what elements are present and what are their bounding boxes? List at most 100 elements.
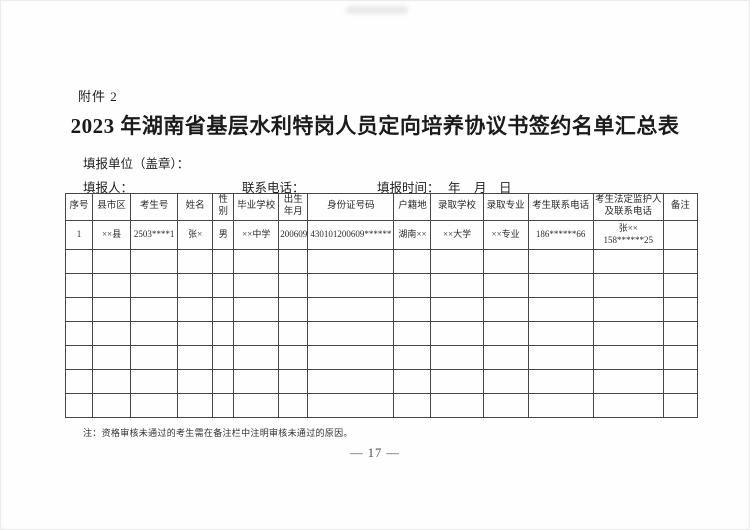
table-cell — [527, 297, 594, 322]
table-cell — [64, 249, 94, 274]
header-cell: 性别 — [212, 193, 235, 221]
table-cell — [177, 321, 214, 346]
table-cell — [430, 345, 484, 370]
empty-row — [64, 273, 699, 298]
table-cell — [307, 249, 395, 274]
table-cell — [233, 249, 280, 274]
table-cell — [233, 273, 280, 298]
table-cell: 张×× 158******25 — [592, 220, 664, 250]
table-cell — [527, 273, 594, 298]
table-cell — [482, 321, 529, 346]
table-cell — [177, 369, 214, 394]
table-cell — [64, 321, 94, 346]
empty-row — [64, 321, 699, 346]
table-cell — [64, 345, 94, 370]
empty-row — [64, 393, 699, 418]
table-cell — [177, 273, 214, 298]
table-cell — [233, 321, 280, 346]
table-cell — [278, 249, 309, 274]
table-cell — [592, 393, 664, 418]
table-cell — [212, 297, 235, 322]
table-cell — [527, 345, 594, 370]
table-cell — [592, 297, 664, 322]
table-cell — [307, 345, 395, 370]
table-cell — [662, 220, 699, 250]
table-cell: 200609 — [278, 220, 309, 250]
table-cell — [662, 345, 699, 370]
table-cell — [130, 369, 179, 394]
scan-bleed-artifact — [346, 6, 408, 14]
table-cell — [307, 393, 395, 418]
fill-unit-label: 填报单位（盖章）： — [83, 157, 190, 171]
table-cell: 2503****1 — [130, 220, 179, 250]
table-cell — [592, 249, 664, 274]
table-cell — [482, 369, 529, 394]
table-cell — [592, 369, 664, 394]
table-cell — [430, 249, 484, 274]
contact-phone-label: 联系电话： — [242, 181, 305, 195]
table-cell — [212, 249, 235, 274]
table-cell — [92, 321, 132, 346]
table-cell — [482, 273, 529, 298]
table-cell — [130, 321, 179, 346]
table-cell — [592, 273, 664, 298]
table-cell — [278, 273, 309, 298]
fill-time-label: 填报时间： — [377, 181, 440, 195]
table-cell — [393, 369, 432, 394]
table-cell — [527, 369, 594, 394]
header-cell: 考生联系电话 — [527, 193, 594, 221]
table-cell — [527, 393, 594, 418]
table-cell — [662, 393, 699, 418]
table-cell — [130, 297, 179, 322]
document-title: 2023 年湖南省基层水利特岗人员定向培养协议书签约名单汇总表 — [70, 114, 680, 138]
table-cell — [430, 273, 484, 298]
table-cell — [307, 273, 395, 298]
table-cell: 430101200609****** — [307, 220, 395, 250]
header-cell: 户籍地 — [393, 193, 432, 221]
table-cell — [233, 369, 280, 394]
table-cell — [393, 393, 432, 418]
table-cell — [233, 393, 280, 418]
table-cell — [92, 297, 132, 322]
header-cell: 序号 — [64, 193, 94, 221]
table-cell — [212, 321, 235, 346]
table-cell — [233, 345, 280, 370]
filler-label: 填报人： — [83, 181, 134, 195]
table-cell — [307, 297, 395, 322]
table-cell — [92, 249, 132, 274]
day-label: 日 — [499, 181, 512, 195]
summary-table: 序号 县市区 考生号 姓名 性别 毕业学校 出生年月 身份证号码 户籍地 录取学校 录取专业 考生联系… — [64, 193, 699, 418]
table-cell — [233, 297, 280, 322]
table-cell — [527, 249, 594, 274]
table-cell: ××大学 — [430, 220, 484, 250]
table-cell — [64, 369, 94, 394]
table-cell: ××县 — [92, 220, 132, 250]
table-cell — [430, 297, 484, 322]
header-cell: 录取学校 — [430, 193, 484, 221]
header-cell: 出生年月 — [278, 193, 309, 221]
table-cell — [92, 273, 132, 298]
table-cell — [177, 297, 214, 322]
attachment-label: 附件 2 — [78, 89, 118, 104]
table-cell — [92, 393, 132, 418]
header-cell: 县市区 — [92, 193, 132, 221]
empty-row — [64, 249, 699, 274]
table-cell — [393, 273, 432, 298]
table-cell — [527, 321, 594, 346]
table-cell — [212, 345, 235, 370]
table-cell — [278, 393, 309, 418]
table-header-row: 序号 县市区 考生号 姓名 性别 毕业学校 出生年月 身份证号码 户籍地 录取学校 录取专业 考生联系… — [64, 193, 699, 221]
month-label: 月 — [474, 181, 487, 195]
table-cell — [130, 273, 179, 298]
table-cell: 1 — [64, 220, 94, 250]
table-cell — [278, 321, 309, 346]
table-cell — [64, 297, 94, 322]
table-cell — [662, 369, 699, 394]
empty-row — [64, 369, 699, 394]
header-cell: 考生号 — [130, 193, 179, 221]
table-cell: 湖南×× — [393, 220, 432, 250]
table-cell — [662, 297, 699, 322]
empty-row — [64, 345, 699, 370]
table-cell — [662, 273, 699, 298]
